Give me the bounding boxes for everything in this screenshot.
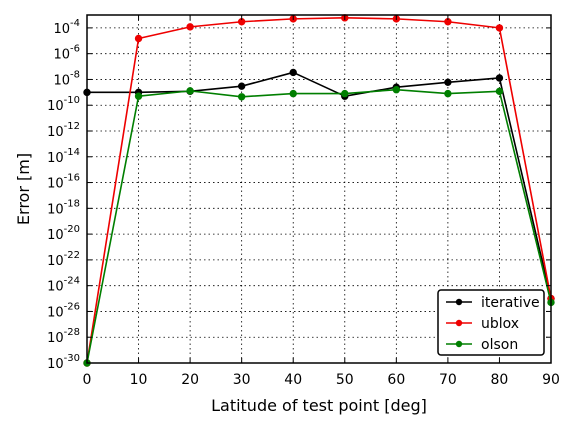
legend-label-olson: olson bbox=[481, 337, 518, 353]
plot-frame bbox=[86, 14, 552, 364]
series-layer bbox=[83, 14, 555, 367]
x-tick-label: 0 bbox=[83, 372, 92, 388]
data-point-olson bbox=[237, 93, 246, 101]
series-line-ublox bbox=[86, 17, 552, 364]
x-tick-label: 80 bbox=[491, 372, 509, 388]
series-olson bbox=[83, 86, 555, 367]
y-tick-label: 10-22 bbox=[47, 250, 80, 269]
y-tick-label: 10-4 bbox=[53, 18, 80, 37]
y-tick-label: 10-14 bbox=[47, 147, 80, 166]
series-line-iterative bbox=[87, 71, 552, 299]
y-tick-label: 10-24 bbox=[47, 276, 80, 295]
x-tick-label: 50 bbox=[336, 372, 354, 388]
legend-marker-ublox bbox=[455, 319, 463, 327]
y-tick-label: 10-8 bbox=[53, 69, 80, 88]
x-tick-label: 10 bbox=[130, 372, 148, 388]
data-point-iterative bbox=[237, 82, 246, 90]
x-tick-label: 30 bbox=[233, 372, 251, 388]
data-point-iterative bbox=[495, 74, 504, 82]
ticks: 0 10 20 30 40 50 60 70 80 90 10-30 10-28 10-26 10-24 1… bbox=[47, 15, 560, 388]
data-point-ublox bbox=[134, 34, 143, 43]
data-point-olson bbox=[392, 86, 401, 94]
x-tick-label: 90 bbox=[542, 372, 560, 388]
legend-box bbox=[437, 289, 545, 356]
grid bbox=[87, 15, 551, 363]
series-line-olson bbox=[86, 88, 552, 364]
series-iterative bbox=[83, 68, 555, 303]
data-point-olson bbox=[186, 87, 194, 95]
legend-item-iterative: iterative bbox=[446, 295, 540, 311]
data-point-ublox bbox=[495, 24, 504, 32]
legend-label-iterative: iterative bbox=[481, 295, 540, 311]
data-point-olson bbox=[341, 89, 349, 98]
y-axis-label: Error [m] bbox=[14, 153, 33, 225]
y-tick-label: 10-28 bbox=[47, 327, 80, 346]
x-axis-label: Latitude of test point [deg] bbox=[211, 396, 427, 415]
legend-marker-olson bbox=[455, 340, 463, 348]
data-point-olson bbox=[134, 92, 143, 100]
y-tick-label: 10-16 bbox=[47, 173, 80, 192]
data-point-ublox bbox=[186, 23, 194, 31]
x-tick-label: 40 bbox=[284, 372, 302, 388]
x-tick-label: 20 bbox=[181, 372, 199, 388]
x-tick-label: 60 bbox=[387, 372, 405, 388]
data-point-olson bbox=[495, 87, 504, 96]
legend-item-olson: olson bbox=[446, 337, 518, 353]
x-tick-label: 70 bbox=[439, 372, 457, 388]
legend: iterative ublox olson bbox=[437, 289, 545, 356]
legend-label-ublox: ublox bbox=[481, 316, 519, 332]
y-tick-label: 10-30 bbox=[47, 353, 80, 372]
legend-marker-iterative bbox=[455, 298, 463, 306]
data-point-iterative bbox=[289, 68, 297, 77]
legend-item-ublox: ublox bbox=[446, 316, 519, 332]
y-tick-label: 10-6 bbox=[53, 44, 80, 63]
y-tick-label: 10-12 bbox=[47, 121, 80, 140]
y-tick-label: 10-20 bbox=[47, 224, 80, 243]
y-tick-label: 10-10 bbox=[47, 95, 80, 114]
y-tick-label: 10-18 bbox=[47, 198, 80, 217]
data-point-olson bbox=[289, 89, 297, 98]
y-tick-label: 10-26 bbox=[47, 301, 80, 320]
data-point-olson bbox=[444, 89, 452, 98]
data-point-iterative bbox=[444, 78, 452, 87]
